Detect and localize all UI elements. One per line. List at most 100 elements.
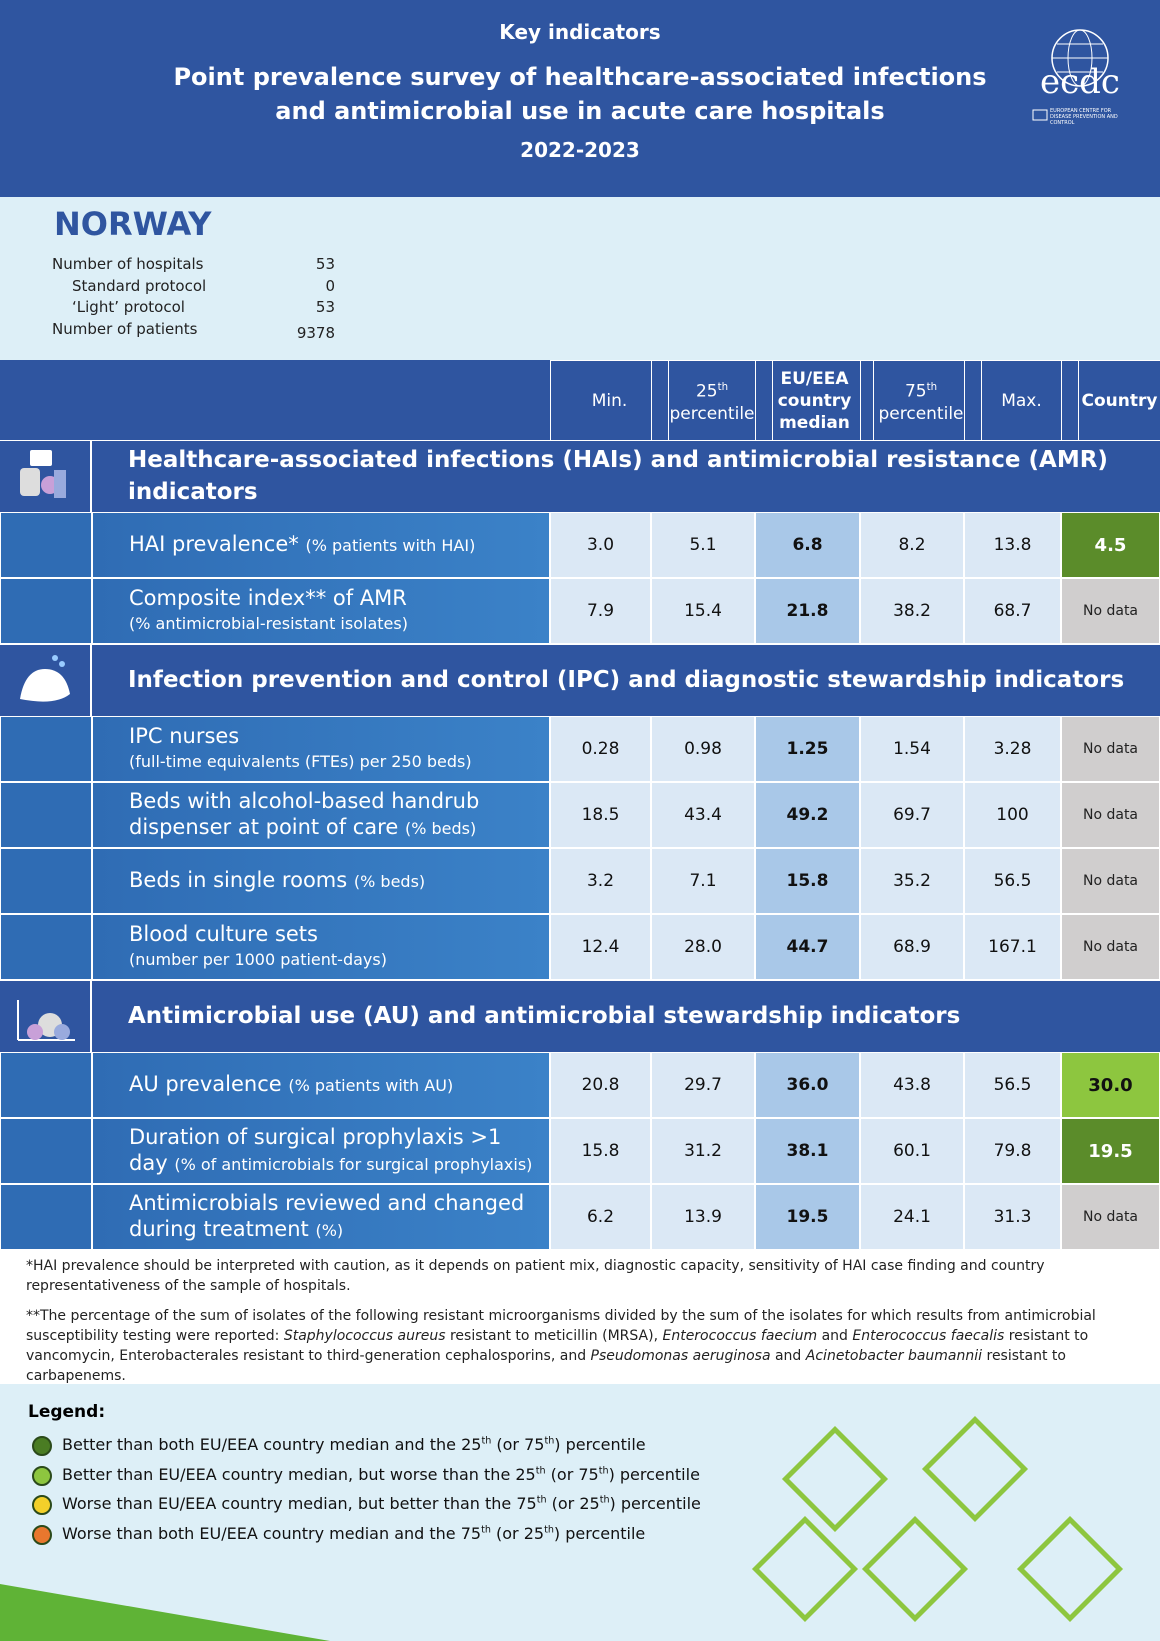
summary-value: 0 bbox=[325, 276, 335, 295]
column-header-text: EU/EEA country median bbox=[762, 368, 867, 434]
country-cell: No data bbox=[1061, 578, 1160, 644]
value-cell: 7.9 bbox=[550, 578, 651, 644]
row-label-text: HAI prevalence* (% patients with HAI) bbox=[129, 531, 475, 559]
legend-text: Worse than both EU/EEA country median an… bbox=[62, 1524, 645, 1543]
column-header: 25th percentile bbox=[651, 360, 773, 442]
value-cell: 29.7 bbox=[651, 1052, 755, 1118]
section-icon bbox=[0, 644, 92, 716]
text-part: Staphylococcus aureus bbox=[283, 1328, 446, 1344]
logo-subtitle: EUROPEAN CENTRE FOR DISEASE PREVENTION A… bbox=[1050, 108, 1118, 126]
summary-value: 9378 bbox=[296, 323, 335, 342]
row-label: IPC nurses (full-time equivalents (FTEs)… bbox=[92, 716, 550, 782]
country-cell: No data bbox=[1061, 914, 1160, 980]
icon-cell bbox=[0, 512, 92, 578]
value-cell: 8.2 bbox=[860, 512, 964, 578]
icon-cell bbox=[0, 1184, 92, 1250]
legend-dot bbox=[32, 1524, 52, 1545]
section-title: Antimicrobial use (AU) and antimicrobial… bbox=[128, 980, 1148, 1052]
value-cell: 31.2 bbox=[651, 1118, 755, 1184]
value-cell: 6.2 bbox=[550, 1184, 651, 1250]
value-cell: 28.0 bbox=[651, 914, 755, 980]
value-cell: 3.0 bbox=[550, 512, 651, 578]
row-label-text: Duration of surgical prophylaxis >1 day … bbox=[129, 1124, 539, 1178]
value-cell: 24.1 bbox=[860, 1184, 964, 1250]
section-title-text: Healthcare-associated infections (HAIs) … bbox=[128, 447, 1108, 505]
country-value: No data bbox=[1082, 939, 1139, 955]
section-title-text: Antimicrobial use (AU) and antimicrobial… bbox=[128, 1003, 961, 1029]
country-value: No data bbox=[1082, 873, 1139, 889]
text-part: th bbox=[598, 1465, 609, 1477]
legend-decoration bbox=[0, 1415, 1124, 1641]
icon-cell bbox=[0, 716, 92, 782]
country-cell: 4.5 bbox=[1061, 512, 1160, 578]
text-part: (or 75 bbox=[491, 1435, 545, 1454]
row-label: Antimicrobials reviewed and changed duri… bbox=[92, 1184, 550, 1250]
text-part: Enterococcus faecium bbox=[662, 1328, 818, 1344]
legend-text: Worse than EU/EEA country median, but be… bbox=[62, 1494, 701, 1513]
value-cell: 36.0 bbox=[755, 1052, 860, 1118]
summary: Number of hospitals 53 Standard protocol 0 ‘… bbox=[0, 197, 400, 357]
indicator-name: Antimicrobials reviewed and changed duri… bbox=[129, 1191, 525, 1241]
column-header-text: Min. bbox=[592, 390, 628, 412]
summary-label: Standard protocol bbox=[72, 276, 207, 295]
text-part: (or 75 bbox=[545, 1464, 599, 1484]
text-part: EU/EEA country median bbox=[777, 369, 852, 433]
text-part: th bbox=[717, 382, 729, 394]
value-cell: 49.2 bbox=[755, 782, 860, 848]
row-label-text: Beds in single rooms (% beds) bbox=[129, 867, 425, 895]
column-header-text: 75th percentile bbox=[869, 377, 973, 425]
value-cell: 56.5 bbox=[964, 848, 1061, 914]
row-label: Blood culture sets (number per 1000 pati… bbox=[92, 914, 550, 980]
section-row bbox=[0, 980, 1160, 1052]
text-part: ) percentile bbox=[608, 1464, 700, 1484]
value-cell: 43.4 bbox=[651, 782, 755, 848]
header: Key indicators Point prevalence survey o… bbox=[0, 0, 1160, 197]
indicator-name: AU prevalence bbox=[129, 1072, 282, 1096]
column-header-text: 25th percentile bbox=[660, 377, 764, 425]
country-value: 4.5 bbox=[1094, 534, 1127, 556]
indicator-name: Duration of surgical prophylaxis >1 day bbox=[129, 1125, 502, 1175]
indicator-unit: (% antimicrobial-resistant isolates) bbox=[129, 614, 408, 633]
value-cell: 68.7 bbox=[964, 578, 1061, 644]
row-label: HAI prevalence* (% patients with HAI) bbox=[92, 512, 550, 578]
text-part: (or 25 bbox=[490, 1523, 545, 1543]
text-part: (or 25 bbox=[546, 1494, 600, 1513]
section-row bbox=[0, 440, 1160, 512]
indicator-name: Beds in single rooms bbox=[129, 868, 348, 892]
legend-text: Better than EU/EEA country median, but w… bbox=[62, 1465, 700, 1484]
indicator-name: Beds with alcohol-based handrub dispense… bbox=[129, 789, 480, 839]
value-cell: 1.54 bbox=[860, 716, 964, 782]
text-part: Worse than both EU/EEA country median an… bbox=[62, 1523, 482, 1543]
icon bbox=[20, 655, 70, 702]
value-cell: 100 bbox=[964, 782, 1061, 848]
text-part: 75 bbox=[904, 381, 927, 402]
indicator-unit: (full-time equivalents (FTEs) per 250 be… bbox=[129, 752, 472, 771]
text-part: 25 bbox=[695, 381, 718, 402]
text-part: ) percentile bbox=[554, 1435, 646, 1454]
value-cell: 15.8 bbox=[755, 848, 860, 914]
text-part: Better than both EU/EEA country median a… bbox=[62, 1435, 482, 1454]
value-cell: 15.8 bbox=[550, 1118, 651, 1184]
icon bbox=[17, 1000, 75, 1041]
row-label-text: AU prevalence (% patients with AU) bbox=[129, 1071, 453, 1099]
text-part: th bbox=[481, 1435, 492, 1447]
indicator-unit: (% beds) bbox=[353, 872, 426, 891]
value-cell: 167.1 bbox=[964, 914, 1061, 980]
section-title: Infection prevention and control (IPC) a… bbox=[128, 644, 1148, 716]
country-cell: No data bbox=[1061, 716, 1160, 782]
logo: ecdc bbox=[1040, 62, 1120, 102]
value-cell: 60.1 bbox=[860, 1118, 964, 1184]
indicator-unit: (% patients with HAI) bbox=[305, 536, 476, 555]
row-label: Composite index** of AMR (% antimicrobia… bbox=[92, 578, 550, 644]
value-cell: 43.8 bbox=[860, 1052, 964, 1118]
text-part: Pseudomonas aeruginosa bbox=[590, 1348, 771, 1364]
title: Point prevalence survey of healthcare-as… bbox=[173, 63, 987, 125]
value-cell: 7.1 bbox=[651, 848, 755, 914]
text-part: th bbox=[536, 1494, 547, 1506]
value-cell: 56.5 bbox=[964, 1052, 1061, 1118]
indicator-name: IPC nurses bbox=[129, 724, 240, 748]
value-cell: 44.7 bbox=[755, 914, 860, 980]
country-value: No data bbox=[1082, 1209, 1139, 1225]
legend-text: Better than both EU/EEA country median a… bbox=[62, 1435, 646, 1454]
value-cell: 19.5 bbox=[755, 1184, 860, 1250]
